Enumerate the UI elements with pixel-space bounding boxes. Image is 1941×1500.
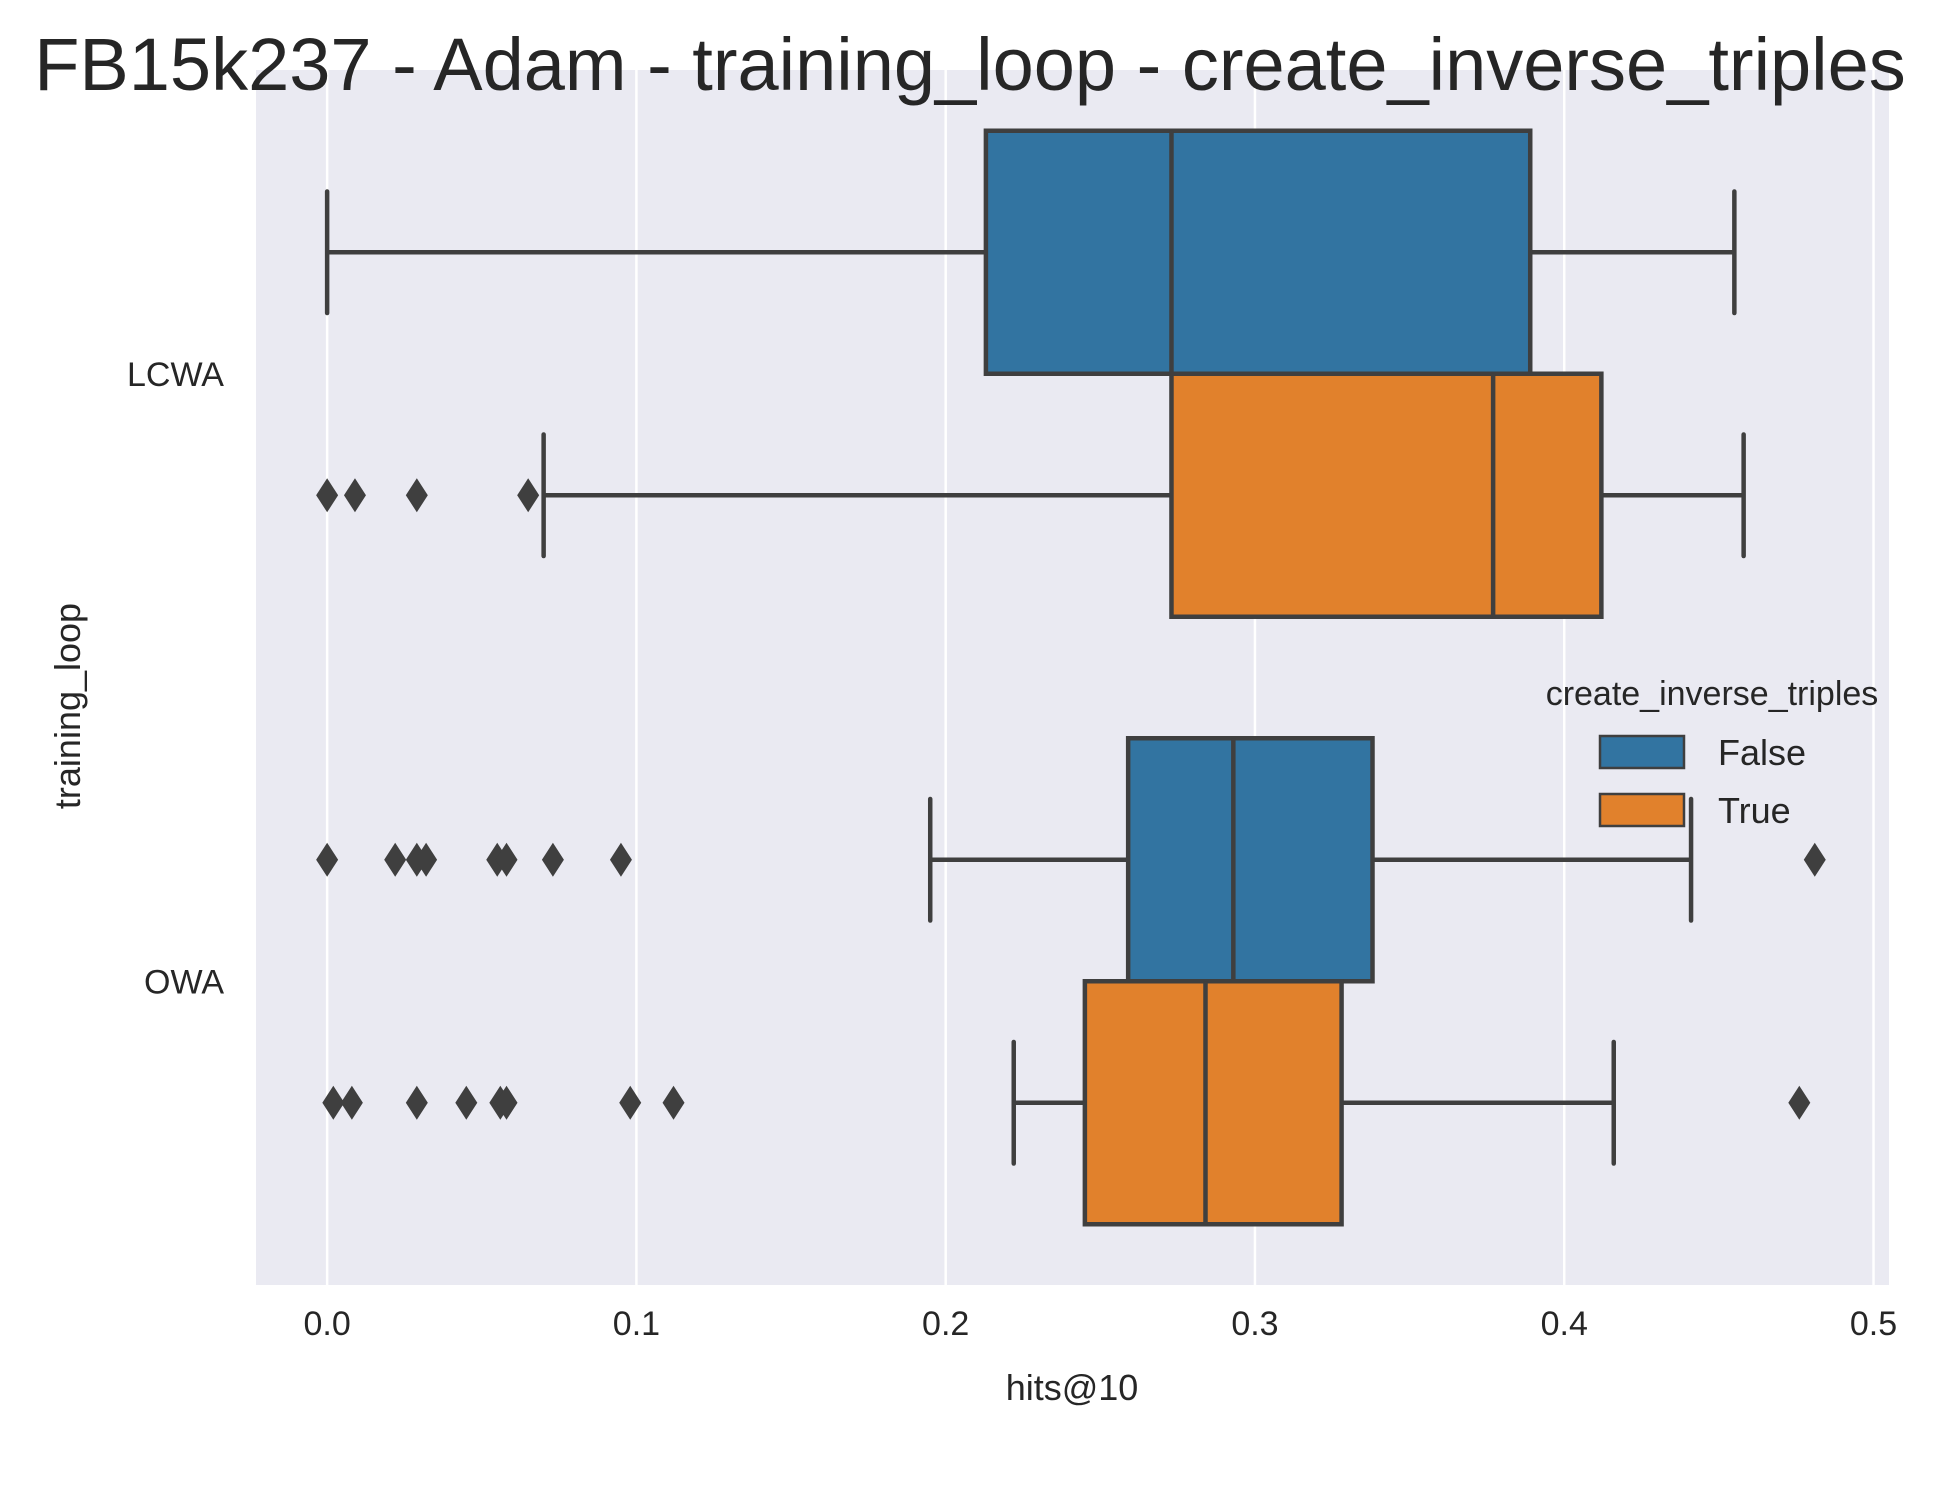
box-lcwa-true <box>316 371 1746 619</box>
x-tick-label: 0.5 <box>1850 1305 1897 1343</box>
iqr-box <box>983 128 1533 376</box>
outlier-point <box>1803 842 1826 877</box>
x-tick-label: 0.3 <box>1231 1305 1278 1343</box>
iqr-box <box>1082 979 1344 1227</box>
outlier-point <box>340 1085 363 1120</box>
box-lcwa-false <box>324 128 1737 376</box>
iqr-box <box>1125 736 1375 984</box>
x-tick-label: 0.2 <box>922 1305 969 1343</box>
box-owa-false <box>316 736 1826 984</box>
outlier-point <box>662 1085 685 1120</box>
outlier-point <box>316 478 339 513</box>
outlier-point <box>495 1085 518 1120</box>
outlier-point <box>517 478 540 513</box>
outlier-point <box>541 842 564 877</box>
x-tick-label: 0.4 <box>1541 1305 1588 1343</box>
legend-title: create_inverse_triples <box>1546 675 1879 713</box>
y-axis-ticks: LCWA OWA <box>127 356 224 1002</box>
legend-swatch-false <box>1598 734 1686 770</box>
y-tick-label: OWA <box>144 963 224 1001</box>
outlier-point <box>495 842 518 877</box>
outlier-point <box>415 842 438 877</box>
x-axis-ticks: 0.0 0.1 0.2 0.3 0.4 0.5 <box>304 1305 1898 1343</box>
outlier-point <box>609 842 632 877</box>
y-tick-label: LCWA <box>127 356 224 394</box>
x-tick-label: 0.0 <box>304 1305 351 1343</box>
legend-label-true: True <box>1718 790 1791 831</box>
x-tick-label: 0.1 <box>613 1305 660 1343</box>
chart-title: FB15k237 - Adam - training_loop - create… <box>34 23 1906 106</box>
box-owa-true <box>322 979 1811 1227</box>
outlier-point <box>405 1085 428 1120</box>
outlier-point <box>343 478 366 513</box>
outlier-point <box>1788 1085 1811 1120</box>
outlier-point <box>455 1085 478 1120</box>
outlier-point <box>405 478 428 513</box>
box-groups <box>316 128 1826 1227</box>
outlier-point <box>316 842 339 877</box>
outlier-point <box>619 1085 642 1120</box>
x-axis-label: hits@10 <box>1006 1367 1139 1408</box>
y-axis-label: training_loop <box>47 603 88 809</box>
outlier-point <box>322 1085 345 1120</box>
legend-swatch-true <box>1598 792 1686 828</box>
outlier-point <box>384 842 407 877</box>
iqr-box <box>1169 371 1604 619</box>
legend: create_inverse_triples False True <box>1546 675 1879 831</box>
legend-label-false: False <box>1718 732 1806 773</box>
